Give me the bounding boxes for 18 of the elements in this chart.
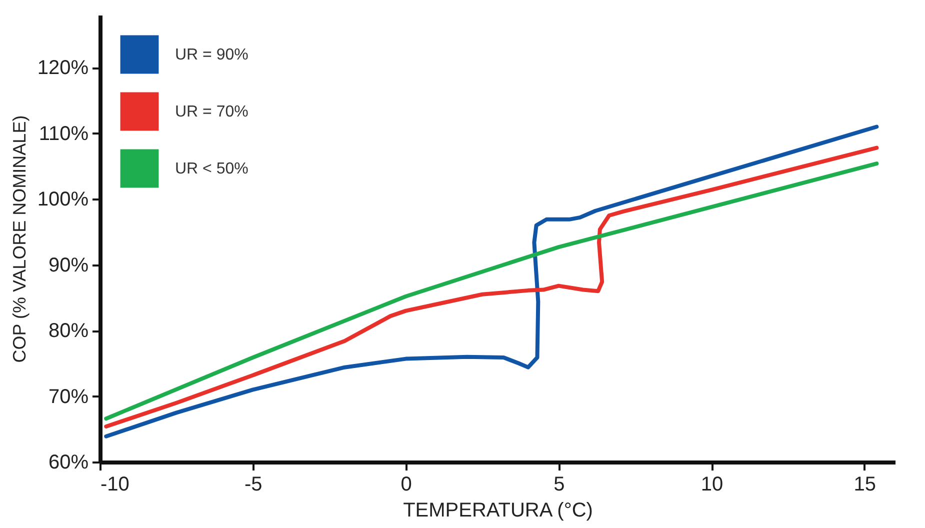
y-tick-label: 70% (48, 386, 89, 408)
y-tick-label: 100% (37, 188, 89, 211)
y-tick-label: 60% (48, 452, 89, 474)
x-tick-label: -10 (100, 474, 130, 496)
legend-label: UR < 50% (175, 160, 248, 178)
y-tick-label: 90% (48, 254, 89, 276)
legend-label: UR = 90% (175, 46, 248, 64)
legend-label: UR = 70% (175, 104, 248, 120)
y-tick-label: 120% (37, 57, 89, 80)
x-tick-label: 5 (554, 474, 565, 496)
y-tick-label: 80% (48, 320, 89, 342)
x-axis-title: TEMPERATURA (°C) (403, 500, 593, 522)
x-tick-label: 10 (700, 474, 724, 496)
y-tick-label: 110% (38, 122, 89, 145)
x-tick-label: 15 (854, 474, 876, 496)
y-axis-title: COP (% VALORE NOMINALE) (9, 115, 30, 363)
x-tick-label: -5 (244, 474, 262, 496)
x-tick-label: 0 (400, 474, 412, 496)
